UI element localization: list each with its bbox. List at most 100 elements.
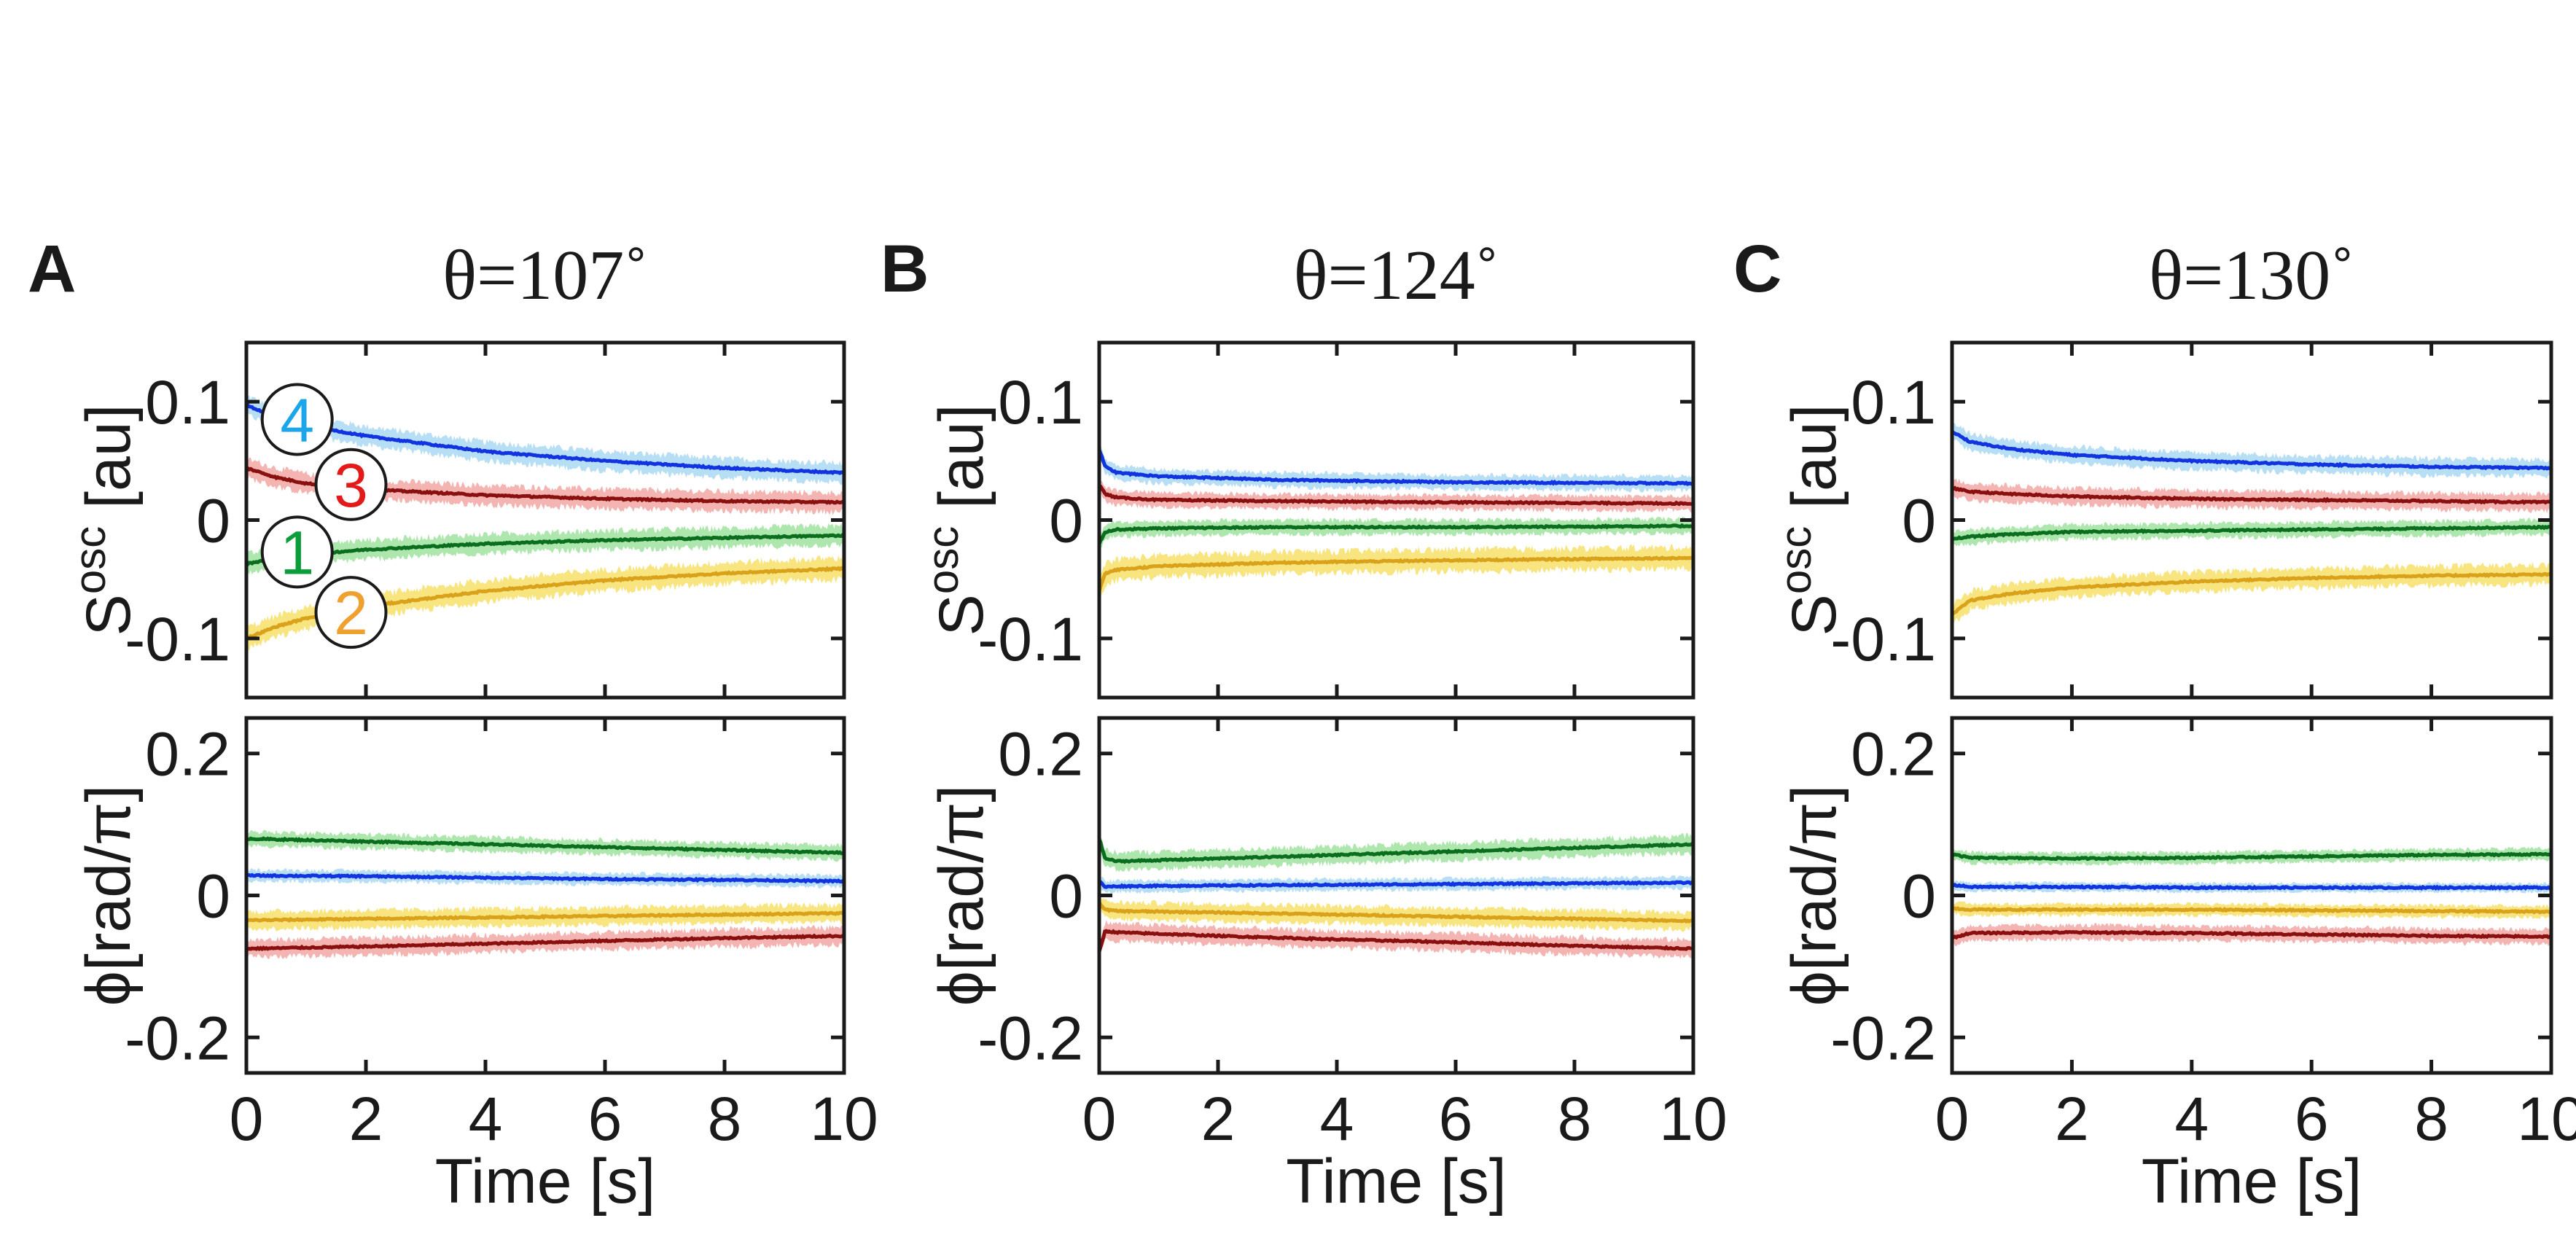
x-tick-label: 2 bbox=[1201, 1085, 1236, 1153]
panel-C-phase-plot: 0.2 0 -0.2 0 2 4 6 8 10 ϕ[rad/π] Time [s] bbox=[1779, 716, 2576, 1217]
series-marker-circle bbox=[260, 515, 334, 589]
y-tick-label: -0.1 bbox=[125, 605, 230, 673]
x-tick-label: 4 bbox=[2174, 1085, 2209, 1153]
plot-area bbox=[246, 829, 844, 959]
x-tick-label: 6 bbox=[588, 1085, 622, 1153]
series-2-band bbox=[1099, 544, 1693, 600]
series-2-line bbox=[246, 910, 844, 923]
series-4-line bbox=[1099, 880, 1693, 889]
x-tick-label: 8 bbox=[1558, 1085, 1592, 1153]
y-tick-label: 0.1 bbox=[145, 368, 230, 437]
x-tick-label: 10 bbox=[810, 1085, 878, 1153]
series-3-line bbox=[1952, 929, 2551, 940]
x-axis-label: Time [s] bbox=[2142, 1147, 2362, 1217]
series-1-line bbox=[1952, 524, 2551, 542]
plot-frame bbox=[1950, 716, 2553, 1075]
series-4-band bbox=[246, 394, 844, 485]
series-4-line bbox=[1099, 449, 1693, 486]
y-tick-label: 0.1 bbox=[998, 368, 1083, 437]
y-tick-label: 0.2 bbox=[145, 720, 230, 789]
y-tick-label: -0.1 bbox=[1830, 605, 1936, 673]
x-tick-label: 2 bbox=[349, 1085, 383, 1153]
y-axis-label: Sosc [au] bbox=[66, 404, 144, 636]
y-tick-label: 0 bbox=[1049, 862, 1083, 931]
plot-area bbox=[1099, 443, 1693, 600]
series-2-band bbox=[1099, 896, 1693, 932]
plot-area bbox=[1099, 827, 1693, 961]
y-tick-label: 0 bbox=[196, 487, 230, 555]
series-1-line bbox=[1952, 851, 2551, 862]
y-tick-label: 0.2 bbox=[998, 720, 1083, 789]
x-tick-label: 10 bbox=[1659, 1085, 1727, 1153]
x-axis-label: Time [s] bbox=[435, 1147, 656, 1217]
series-2-line bbox=[1952, 906, 2551, 915]
x-tick-label: 6 bbox=[2295, 1085, 2329, 1153]
series-1-band bbox=[246, 523, 844, 575]
x-tick-label: 4 bbox=[1320, 1085, 1354, 1153]
series-3-line bbox=[1952, 485, 2551, 505]
y-tick-label: -0.2 bbox=[125, 1004, 230, 1072]
series-4-line bbox=[1952, 429, 2551, 471]
x-tick-label: 0 bbox=[230, 1085, 264, 1153]
panel-letter: C bbox=[1733, 232, 1781, 306]
y-tick-label: -0.1 bbox=[977, 605, 1083, 673]
y-tick-label: 0 bbox=[1049, 487, 1083, 555]
series-marker-circle bbox=[314, 448, 388, 521]
y-axis-label: ϕ[rad/π] bbox=[74, 785, 144, 1006]
y-tick-label: 0 bbox=[1902, 862, 1936, 931]
panel-title: θ=130˚ bbox=[2149, 236, 2354, 315]
series-marker-label: 4 bbox=[280, 386, 314, 455]
series-1-line bbox=[1099, 523, 1693, 545]
series-2-band bbox=[1952, 562, 2551, 624]
series-4-line bbox=[246, 403, 844, 475]
series-marker-circle bbox=[314, 576, 388, 649]
series-1-line bbox=[1099, 838, 1693, 864]
series-4-line bbox=[246, 872, 844, 884]
y-tick-label: 0 bbox=[1902, 487, 1936, 555]
series-1-band bbox=[1952, 518, 2551, 547]
x-tick-label: 2 bbox=[2055, 1085, 2089, 1153]
series-2-band bbox=[246, 555, 844, 652]
y-axis-label: ϕ[rad/π] bbox=[1779, 785, 1849, 1006]
series-3-band bbox=[1952, 478, 2551, 514]
y-tick-label: -0.2 bbox=[1830, 1004, 1936, 1072]
series-marker-label: 3 bbox=[334, 451, 368, 520]
series-3-line bbox=[1099, 483, 1693, 507]
panel-letter: B bbox=[881, 232, 929, 306]
x-axis-label: Time [s] bbox=[1286, 1147, 1507, 1217]
panel-A-phase-plot: 0.20-0.20 2 4 6 8 10ϕ[rad/π]Time [s] bbox=[74, 716, 878, 1217]
y-axis-label: Sosc [au] bbox=[918, 404, 996, 636]
y-tick-label: 0.2 bbox=[1851, 720, 1936, 789]
series-2-line bbox=[1099, 555, 1693, 593]
y-tick-label: 0 bbox=[196, 862, 230, 931]
series-1-line bbox=[246, 532, 844, 567]
series-marker-circle bbox=[260, 383, 334, 456]
x-tick-label: 0 bbox=[1082, 1085, 1117, 1153]
panel-letter: A bbox=[28, 232, 76, 306]
x-tick-label: 8 bbox=[708, 1085, 742, 1153]
y-tick-label: 0.1 bbox=[1851, 368, 1936, 437]
series-marker-label: 1 bbox=[280, 518, 314, 587]
plot-area bbox=[1952, 846, 2551, 947]
series-1-band bbox=[1099, 516, 1693, 552]
x-tick-label: 6 bbox=[1439, 1085, 1473, 1153]
x-tick-label: 10 bbox=[2517, 1085, 2576, 1153]
series-4-band bbox=[1099, 443, 1693, 493]
series-1-line bbox=[246, 836, 844, 856]
panel-title: θ=124˚ bbox=[1294, 236, 1499, 315]
plot-area bbox=[1952, 422, 2551, 624]
series-3-line bbox=[246, 933, 844, 952]
series-1-band bbox=[1099, 827, 1693, 872]
plot-frame bbox=[1097, 716, 1695, 1075]
y-axis-label: ϕ[rad/π] bbox=[926, 785, 996, 1006]
series-4-line bbox=[1952, 883, 2551, 891]
x-tick-label: 0 bbox=[1935, 1085, 1970, 1153]
panel-title: θ=107˚ bbox=[442, 236, 648, 315]
y-tick-label: -0.2 bbox=[977, 1004, 1083, 1072]
plot-frame bbox=[244, 716, 846, 1075]
panel-B-phase-plot: 0.2 0 -0.2 0 2 4 6 8 10 ϕ[rad/π] Time [s] bbox=[926, 716, 1728, 1217]
